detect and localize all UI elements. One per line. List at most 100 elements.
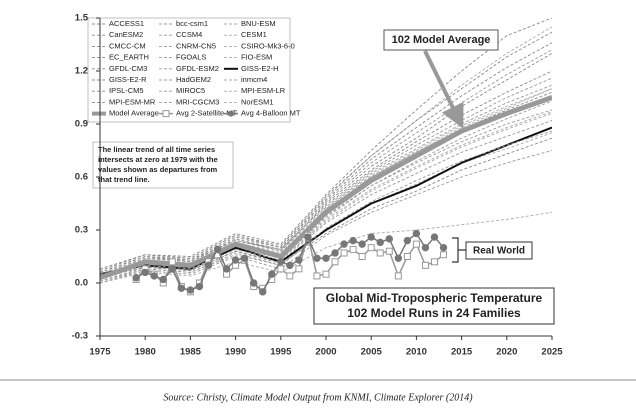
y-tick-label: 1.2 — [75, 66, 88, 77]
marker — [394, 272, 402, 280]
legend: ACCESS1 bcc-csm1 BNU-ESM CanESM2 CCSM4 CESM1 C… — [92, 19, 301, 118]
x-tick-label: 2010 — [406, 347, 427, 358]
legend-label: bcc-csm1 — [176, 19, 208, 28]
marker — [195, 282, 204, 291]
legend-label: CMCC-CM — [109, 41, 146, 50]
marker — [231, 256, 240, 264]
legend-box — [87, 17, 291, 123]
chart-title: Global Mid-Tropospheric Temperature — [326, 291, 543, 305]
y-tick-label: 1.5 — [75, 13, 89, 24]
marker — [249, 279, 258, 287]
marker — [222, 265, 231, 273]
series-line — [100, 49, 552, 275]
legend-label: GFDL-ESM2 — [176, 64, 219, 73]
bracket — [452, 237, 466, 263]
legend-label: MPI-ESM-LR — [241, 86, 286, 95]
marker — [286, 272, 294, 280]
marker — [331, 249, 339, 257]
marker — [358, 240, 366, 248]
x-tick-label: 2005 — [361, 347, 383, 358]
x-tick-label: 1985 — [180, 347, 202, 358]
x-tick-label: 2015 — [451, 347, 473, 358]
note: The linear trend of all time seriesinter… — [98, 145, 218, 184]
y-tick-label: 0.3 — [75, 225, 88, 236]
marker — [204, 261, 213, 270]
x-tick-label: 2000 — [315, 347, 336, 358]
marker — [186, 286, 195, 294]
chart-subtitle: 102 Model Runs in 24 Families — [347, 306, 521, 320]
series-line — [100, 18, 552, 270]
note-line: that trend line. — [98, 175, 150, 184]
marker — [430, 258, 438, 266]
annotation-box — [465, 241, 533, 260]
marker — [421, 243, 430, 252]
marker — [385, 247, 393, 255]
legend-label: BNU-ESM — [241, 19, 276, 28]
legend-label: GISS-E2-R — [109, 75, 147, 84]
marker — [322, 254, 330, 262]
plot-area — [100, 18, 552, 296]
marker — [295, 265, 303, 273]
marker — [349, 245, 357, 253]
y-tick-label: -0.3 — [72, 331, 88, 342]
legend-label: FGOALS — [176, 53, 206, 62]
marker — [331, 258, 339, 266]
y-tick-label: 0.0 — [75, 278, 88, 289]
arrow — [423, 50, 464, 129]
legend-label: CSIRO-Mk3-6-0 — [241, 41, 295, 50]
marker — [439, 243, 448, 252]
x-tick-label: 1990 — [225, 347, 246, 358]
marker — [367, 233, 375, 241]
x-tick-label: 1975 — [89, 347, 111, 358]
y-tick-label: 0.9 — [75, 119, 88, 130]
legend-label: CCSM4 — [176, 30, 202, 39]
marker — [376, 249, 384, 257]
series-line — [100, 26, 552, 273]
legend-label: CESM1 — [241, 30, 267, 39]
series-line — [100, 42, 552, 273]
legend-label: Avg 2-Satellite MT — [176, 109, 238, 118]
marker — [268, 270, 276, 278]
marker — [304, 233, 312, 241]
marker — [277, 265, 285, 273]
legend-label: NorESM1 — [241, 97, 274, 106]
marker — [213, 245, 222, 254]
legend-label: Model Average — [109, 109, 159, 118]
marker — [385, 235, 393, 243]
legend-label: MRI-CGCM3 — [176, 97, 219, 106]
marker — [141, 268, 149, 277]
legend-label: inmcm4 — [241, 75, 267, 84]
marker — [313, 272, 321, 280]
x-tick-label: 1980 — [135, 347, 156, 358]
note-line: The linear trend of all time series — [98, 145, 215, 154]
marker — [168, 265, 177, 273]
marker — [394, 254, 403, 262]
marker — [376, 238, 384, 247]
marker — [259, 288, 267, 296]
marker — [403, 236, 412, 245]
annotation: Real World — [473, 246, 525, 257]
marker — [412, 229, 421, 238]
legend-label: ACCESS1 — [109, 19, 144, 28]
legend-label: HadGEM2 — [176, 75, 211, 84]
legend-label: FIO-ESM — [241, 53, 272, 62]
marker — [322, 270, 330, 278]
marker — [277, 258, 285, 266]
series-line — [100, 84, 552, 277]
marker — [159, 275, 167, 284]
x-tick-label: 2020 — [496, 347, 517, 358]
marker — [177, 284, 186, 292]
legend-label: GFDL-CM3 — [109, 64, 147, 73]
legend-marker — [228, 110, 234, 117]
series-line — [100, 31, 552, 272]
series-line — [100, 88, 552, 277]
source: Source: Christy, Climate Model Output fr… — [163, 392, 473, 403]
legend-label: MIROC5 — [176, 86, 205, 95]
series-line — [100, 88, 552, 279]
legend-label: MPI-ESM-MR — [109, 97, 156, 106]
annotation-box — [383, 29, 499, 51]
marker — [168, 258, 176, 266]
marker — [240, 254, 249, 262]
legend-label: Avg 4-Balloon MT — [241, 109, 301, 118]
